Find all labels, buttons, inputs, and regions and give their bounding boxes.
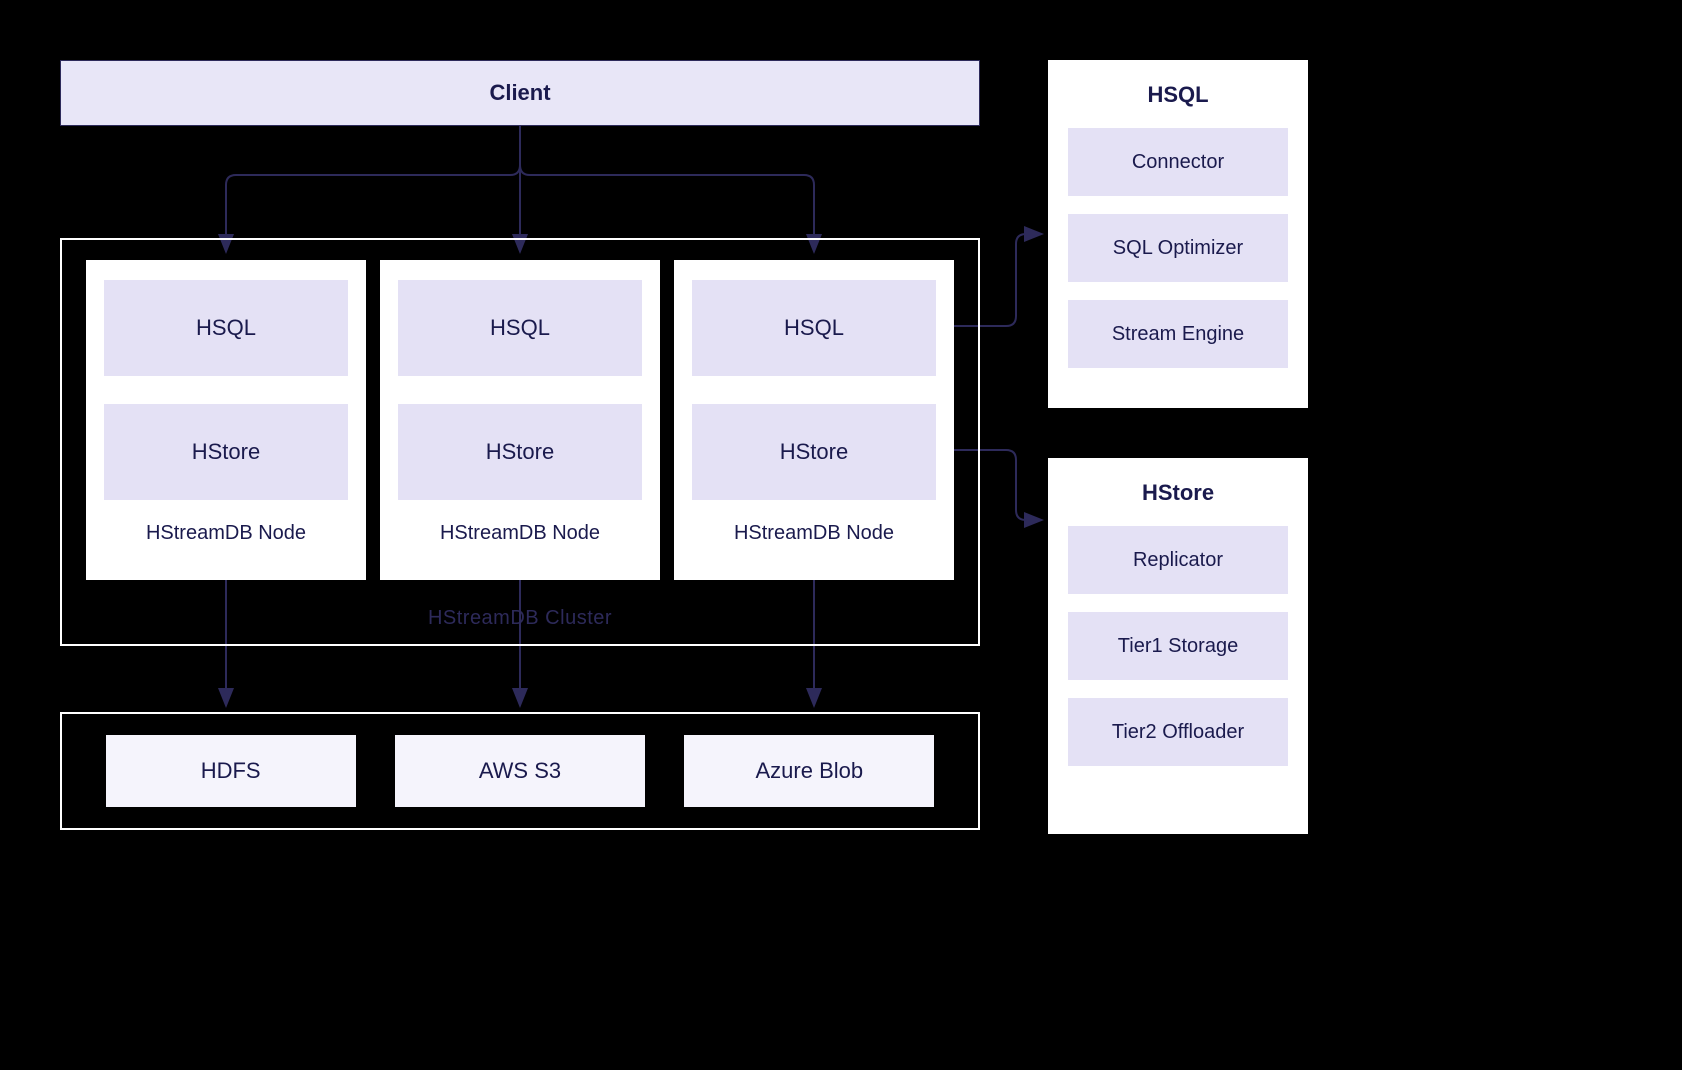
node-label: HStreamDB Node [734,522,894,545]
hsql-panel: HSQL Connector SQL Optimizer Stream Engi… [1048,60,1308,408]
panel-item-label: Stream Engine [1112,323,1244,346]
storage-box: HDFS AWS S3 Azure Blob [60,712,980,830]
hsql-box: HSQL [692,280,936,376]
client-label: Client [489,80,550,106]
hstore-tier1-storage: Tier1 Storage [1068,612,1288,680]
storage-aws-s3: AWS S3 [395,735,645,807]
hstore-box: HStore [692,404,936,500]
storage-azure-blob: Azure Blob [684,735,934,807]
panel-item-label: Tier2 Offloader [1112,721,1244,744]
hstore-label: HStore [486,439,554,465]
hstore-box: HStore [398,404,642,500]
panel-item-label: SQL Optimizer [1113,237,1243,260]
client-box: Client [60,60,980,126]
storage-hdfs: HDFS [106,735,356,807]
node-label: HStreamDB Node [146,522,306,545]
hstore-replicator: Replicator [1068,526,1288,594]
storage-label: HDFS [201,758,261,784]
cluster-box: HSQL HStore HStreamDB Node HSQL HStore H… [60,238,980,646]
hsql-sql-optimizer: SQL Optimizer [1068,214,1288,282]
hstreamdb-node: HSQL HStore HStreamDB Node [380,260,660,580]
panel-item-label: Replicator [1133,549,1223,572]
cluster-label: HStreamDB Cluster [62,607,978,630]
hsql-connector: Connector [1068,128,1288,196]
storage-label: AWS S3 [479,758,561,784]
hsql-label: HSQL [196,315,256,341]
hstore-tier2-offloader: Tier2 Offloader [1068,698,1288,766]
hstore-box: HStore [104,404,348,500]
hstore-label: HStore [192,439,260,465]
hsql-label: HSQL [784,315,844,341]
hsql-box: HSQL [398,280,642,376]
hstreamdb-node: HSQL HStore HStreamDB Node [86,260,366,580]
hstore-panel: HStore Replicator Tier1 Storage Tier2 Of… [1048,458,1308,834]
panel-item-label: Tier1 Storage [1118,635,1238,658]
hsql-panel-title: HSQL [1147,82,1208,108]
hsql-stream-engine: Stream Engine [1068,300,1288,368]
node-label: HStreamDB Node [440,522,600,545]
hsql-label: HSQL [490,315,550,341]
hstore-label: HStore [780,439,848,465]
hstreamdb-node: HSQL HStore HStreamDB Node [674,260,954,580]
hsql-box: HSQL [104,280,348,376]
storage-label: Azure Blob [756,758,864,784]
panel-item-label: Connector [1132,151,1224,174]
hstore-panel-title: HStore [1142,480,1214,506]
